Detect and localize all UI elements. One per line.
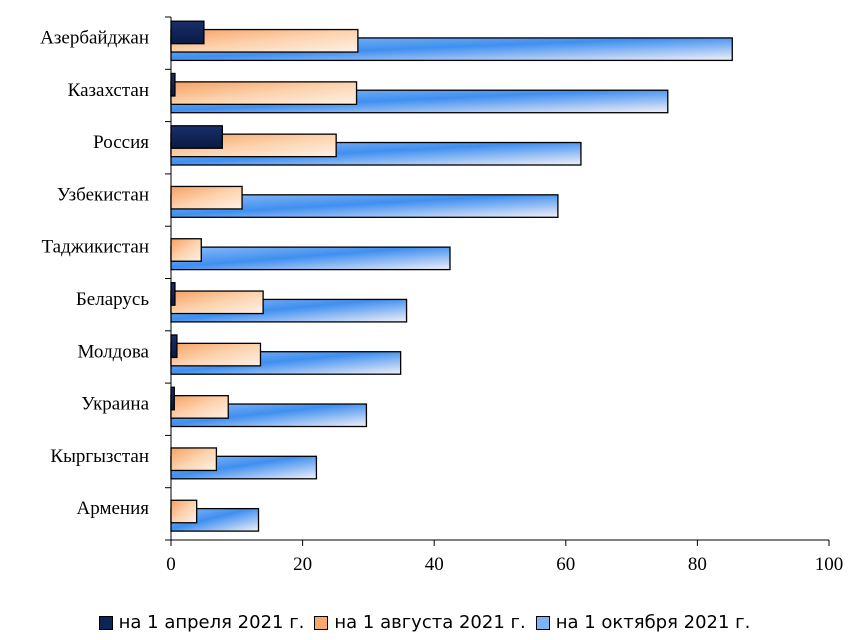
bar-s1-1 xyxy=(170,81,358,105)
bar-s0-2 xyxy=(170,125,223,149)
bar-s2-4 xyxy=(170,246,451,271)
x-tick-label-2: 40 xyxy=(425,554,444,575)
legend-item-august: на 1 августа 2021 г. xyxy=(314,612,526,633)
x-tick-label-4: 80 xyxy=(688,554,707,575)
category-label-1: Казахстан xyxy=(68,80,149,101)
category-label-4: Таджикистан xyxy=(42,237,150,258)
category-label-0: Азербайджан xyxy=(40,28,149,49)
category-label-8: Кыргызстан xyxy=(50,446,149,467)
bar-s0-5 xyxy=(170,282,176,306)
legend-swatch-april xyxy=(98,615,113,630)
legend-swatch-august xyxy=(314,615,329,630)
x-tick-label-0: 0 xyxy=(166,554,176,575)
bar-s1-7 xyxy=(170,395,229,419)
bar-s0-0 xyxy=(170,20,205,45)
legend-label-october: на 1 октября 2021 г. xyxy=(555,612,751,633)
bar-s0-1 xyxy=(170,72,176,97)
category-label-5: Беларусь xyxy=(76,289,149,310)
bar-s1-4 xyxy=(170,238,202,262)
category-label-3: Узбекистан xyxy=(57,184,149,205)
category-label-9: Армения xyxy=(77,498,150,519)
x-tick-label-5: 100 xyxy=(815,554,844,575)
legend: на 1 апреля 2021 г. на 1 августа 2021 г.… xyxy=(0,612,849,633)
bar-s1-3 xyxy=(170,185,243,210)
bar-chart: 0 20 40 60 80 100 Азербайджан Казахстан Россия Уз… xyxy=(40,16,844,575)
legend-item-april: на 1 апреля 2021 г. xyxy=(98,612,305,633)
legend-swatch-october xyxy=(535,615,550,630)
legend-label-april: на 1 апреля 2021 г. xyxy=(118,612,305,633)
bar-s0-6 xyxy=(170,334,178,359)
category-label-7: Украина xyxy=(81,394,149,415)
bar-s1-6 xyxy=(170,342,262,367)
bar-s1-9 xyxy=(170,499,198,524)
category-label-6: Молдова xyxy=(78,341,150,362)
bar-s1-8 xyxy=(170,447,218,472)
x-tick-label-3: 60 xyxy=(556,554,575,575)
legend-label-august: на 1 августа 2021 г. xyxy=(334,612,526,633)
category-label-2: Россия xyxy=(93,132,149,153)
x-tick-label-1: 20 xyxy=(293,554,312,575)
bar-s1-5 xyxy=(170,290,264,315)
legend-item-october: на 1 октября 2021 г. xyxy=(535,612,751,633)
